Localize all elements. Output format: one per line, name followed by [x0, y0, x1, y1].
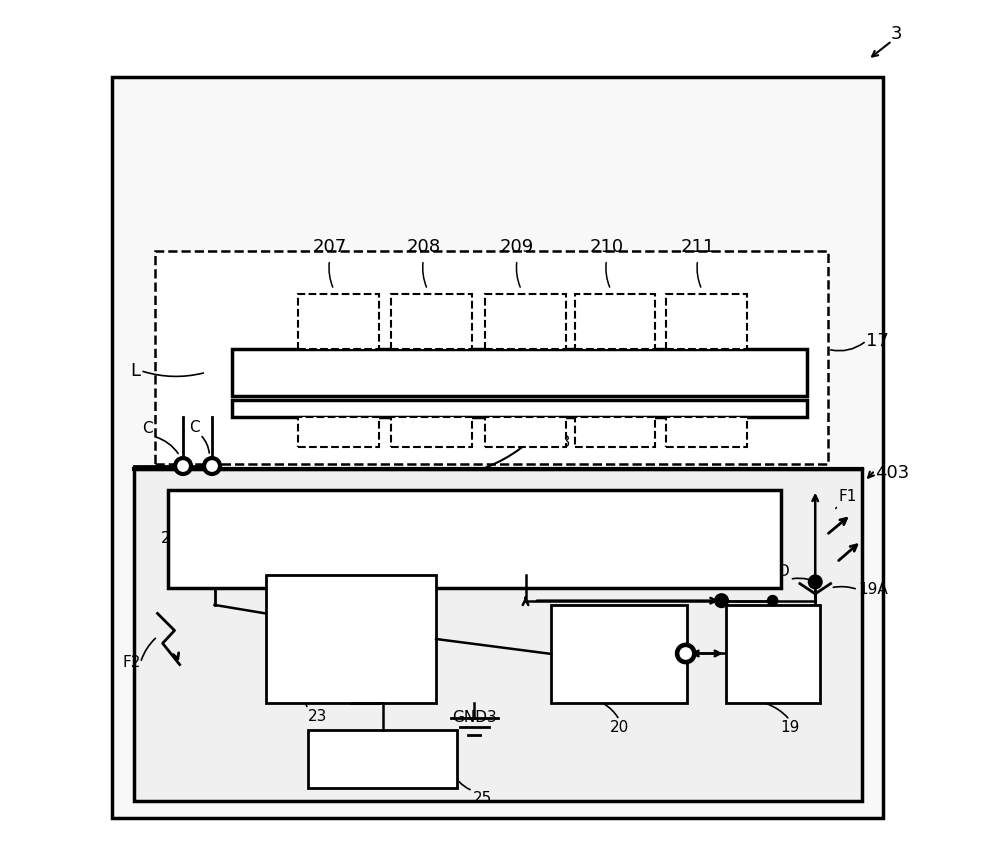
Bar [308, 730, 457, 788]
Circle shape [174, 457, 192, 475]
Text: 3: 3 [890, 25, 902, 43]
Text: GND3: GND3 [452, 710, 497, 725]
Bar [551, 605, 687, 703]
Bar [485, 417, 566, 447]
Text: 24: 24 [161, 531, 180, 546]
Bar [232, 349, 807, 396]
Circle shape [808, 575, 822, 589]
Circle shape [676, 643, 696, 664]
Bar [298, 417, 379, 447]
Bar [485, 294, 566, 349]
Text: 18A: 18A [454, 529, 495, 549]
Text: 23: 23 [308, 709, 328, 724]
Bar [575, 294, 655, 349]
Bar [391, 417, 472, 447]
Text: F1: F1 [838, 489, 857, 504]
Bar [298, 294, 379, 349]
Text: 19A: 19A [858, 582, 888, 597]
Bar [266, 575, 436, 703]
Circle shape [178, 461, 188, 471]
Text: VCC3: VCC3 [505, 570, 546, 585]
Circle shape [203, 457, 221, 475]
Bar [391, 294, 472, 349]
Text: 17: 17 [866, 331, 889, 350]
Circle shape [768, 596, 778, 606]
Bar [666, 417, 747, 447]
Bar [112, 77, 883, 818]
Bar [575, 417, 655, 447]
Text: 19: 19 [780, 720, 799, 735]
Bar [134, 469, 862, 801]
Text: 20: 20 [610, 720, 629, 735]
Circle shape [715, 594, 728, 607]
Bar [155, 251, 828, 464]
Circle shape [680, 648, 691, 659]
Text: 25: 25 [473, 791, 492, 806]
Bar [232, 400, 807, 417]
Text: 209: 209 [500, 238, 534, 256]
Text: 210: 210 [589, 238, 624, 256]
Bar [666, 294, 747, 349]
Text: 211: 211 [681, 238, 715, 256]
Bar [726, 605, 820, 703]
Text: 207: 207 [312, 238, 347, 256]
Bar [168, 490, 781, 588]
Circle shape [207, 461, 217, 471]
Text: 18: 18 [551, 435, 570, 450]
Text: 208: 208 [406, 238, 440, 256]
Text: C: C [143, 421, 153, 436]
Text: 403: 403 [875, 463, 909, 482]
Text: F2: F2 [122, 655, 140, 671]
Text: L: L [130, 361, 140, 380]
Text: D: D [778, 564, 790, 579]
Text: C: C [189, 419, 200, 435]
